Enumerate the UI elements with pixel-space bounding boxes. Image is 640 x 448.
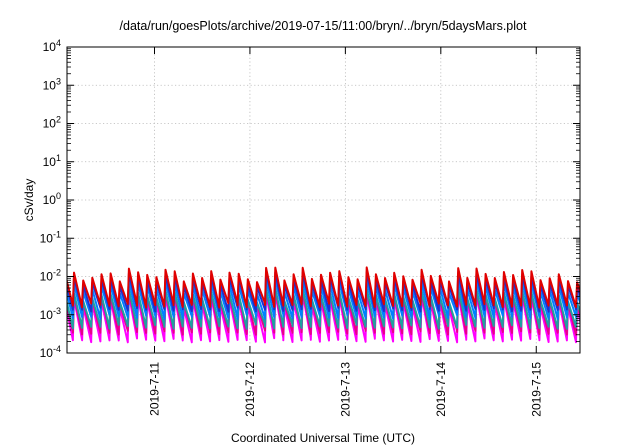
y-tick-label: 104 [43, 38, 61, 54]
y-tick-label: 101 [43, 153, 61, 169]
y-tick-label: 102 [43, 115, 61, 131]
y-axis-label: cSv/day [22, 179, 36, 222]
y-tick-label: 100 [43, 191, 61, 207]
series-line [67, 278, 580, 320]
y-tick-label: 10-2 [40, 268, 61, 284]
series-line [67, 288, 580, 336]
x-tick-label: 2019-7-13 [338, 362, 352, 417]
x-tick-label: 2019-7-11 [147, 362, 161, 416]
x-tick-label: 2019-7-15 [529, 362, 543, 417]
series-line [67, 292, 580, 344]
series-group [67, 266, 580, 344]
series-line [67, 286, 580, 330]
y-tick-label: 103 [43, 76, 61, 92]
y-tick-label: 10-1 [40, 229, 61, 245]
y-tick-label: 10-3 [40, 306, 61, 322]
y-tick-label: 10-4 [40, 344, 61, 360]
x-axis-label: Coordinated Universal Time (UTC) [231, 431, 415, 445]
chart-title: /data/run/goesPlots/archive/2019-07-15/1… [120, 19, 527, 33]
y-axis: 10-4 10-3 10-2 10-1 100 101 102 103 104 [40, 38, 580, 360]
series-line [67, 266, 580, 309]
x-axis: 2019-7-11 2019-7-12 2019-7-13 2019-7-14 2019… [147, 47, 543, 417]
x-tick-label: 2019-7-12 [243, 362, 257, 417]
x-tick-label: 2019-7-14 [434, 362, 448, 417]
